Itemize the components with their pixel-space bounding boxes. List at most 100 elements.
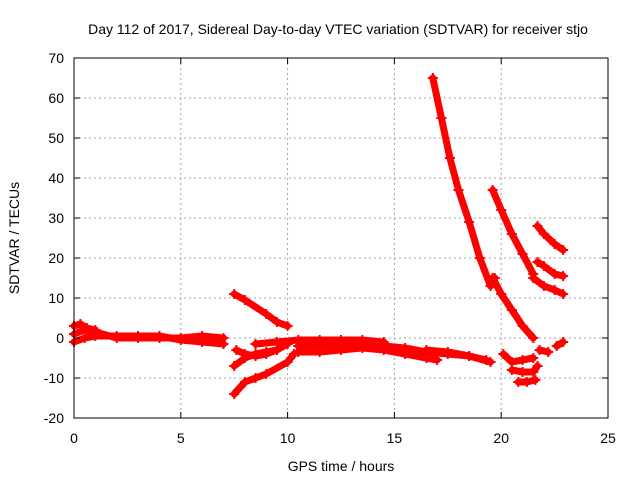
data-point-marker xyxy=(532,361,543,371)
data-point-marker xyxy=(261,369,272,379)
data-point-marker xyxy=(218,339,229,349)
data-point-marker xyxy=(532,257,543,267)
data-point-marker xyxy=(496,205,507,215)
y-tick-label: 30 xyxy=(48,210,64,226)
data-point-marker xyxy=(517,367,528,377)
data-point-marker xyxy=(400,349,411,359)
data-point-marker xyxy=(250,349,261,359)
data-point-marker xyxy=(549,269,560,279)
data-point-marker xyxy=(436,113,447,123)
data-point-marker xyxy=(558,289,569,299)
data-point-marker xyxy=(517,249,528,259)
axis-ticks: 0 5 10 15 20 25 -20 -10 0 10 20 30 40 50 60 70 xyxy=(44,50,616,446)
data-point-marker xyxy=(506,229,517,239)
series-arc-15 xyxy=(529,274,567,298)
data-point-marker xyxy=(239,353,250,363)
data-point-marker xyxy=(79,333,90,343)
series-arc-12 xyxy=(429,74,499,290)
data-point-marker xyxy=(517,355,528,365)
data-point-marker xyxy=(271,317,282,327)
y-tick-label: 0 xyxy=(56,330,64,346)
data-point-marker xyxy=(231,345,242,355)
chart-title: Day 112 of 2017, Sidereal Day-to-day VTE… xyxy=(88,21,588,37)
data-point-marker xyxy=(506,365,517,375)
data-point-marker xyxy=(282,357,293,367)
data-point-marker xyxy=(133,331,144,341)
y-tick-label: 70 xyxy=(48,50,64,66)
data-point-marker xyxy=(498,349,509,359)
data-point-marker xyxy=(538,229,549,239)
data-series xyxy=(69,73,569,399)
data-point-marker xyxy=(464,351,475,361)
data-point-marker xyxy=(90,325,101,335)
data-point-marker xyxy=(197,337,208,347)
series-arc-7 xyxy=(230,350,298,398)
data-point-marker xyxy=(551,341,562,351)
x-tick-label: 10 xyxy=(280,430,296,446)
data-point-marker xyxy=(464,217,475,227)
data-point-marker xyxy=(521,377,532,387)
data-point-marker xyxy=(549,239,560,249)
series-arc-13 xyxy=(489,274,537,342)
data-point-marker xyxy=(453,185,464,195)
series-arc-18 xyxy=(499,350,537,366)
data-point-marker xyxy=(378,345,389,355)
y-tick-label: 40 xyxy=(48,170,64,186)
data-point-marker xyxy=(229,389,240,399)
data-point-marker xyxy=(175,335,186,345)
data-point-marker xyxy=(543,347,554,357)
plot-frame xyxy=(73,57,609,419)
data-point-marker xyxy=(250,373,261,383)
data-point-marker xyxy=(250,339,261,349)
data-point-marker xyxy=(432,355,443,365)
data-point-marker xyxy=(558,245,569,255)
data-point-marker xyxy=(271,337,282,347)
y-tick-label: -10 xyxy=(44,370,64,386)
data-point-marker xyxy=(474,253,485,263)
grid-lines xyxy=(74,58,608,418)
x-tick-label: 15 xyxy=(387,430,403,446)
data-point-marker xyxy=(534,345,545,355)
data-point-marker xyxy=(558,337,569,347)
data-point-marker xyxy=(513,377,524,387)
data-point-marker xyxy=(558,271,569,281)
y-tick-label: 20 xyxy=(48,250,64,266)
data-point-marker xyxy=(261,309,272,319)
data-point-marker xyxy=(81,323,92,333)
data-point-marker xyxy=(282,321,293,331)
series-arc-16 xyxy=(534,222,567,254)
data-point-marker xyxy=(487,273,498,283)
series-arc-11 xyxy=(422,346,494,366)
data-point-marker xyxy=(75,319,86,329)
data-point-marker xyxy=(485,357,496,367)
x-tick-label: 0 xyxy=(70,430,78,446)
x-tick-label: 25 xyxy=(600,430,616,446)
data-point-marker xyxy=(532,221,543,231)
data-point-marker xyxy=(528,333,539,343)
x-tick-label: 5 xyxy=(177,430,185,446)
data-point-marker xyxy=(239,377,250,387)
data-point-marker xyxy=(293,347,304,357)
y-tick-label: 50 xyxy=(48,130,64,146)
data-point-marker xyxy=(538,281,549,291)
data-point-marker xyxy=(528,353,539,363)
data-point-marker xyxy=(421,345,432,355)
y-axis-label: SDTVAR / TECUs xyxy=(6,182,22,294)
data-point-marker xyxy=(111,331,122,341)
data-point-marker xyxy=(154,331,165,341)
data-point-marker xyxy=(261,347,272,357)
data-point-marker xyxy=(336,345,346,355)
data-point-marker xyxy=(506,305,517,315)
y-tick-label: -20 xyxy=(44,410,64,426)
y-tick-label: 10 xyxy=(48,290,64,306)
data-point-marker xyxy=(517,321,528,331)
data-point-marker xyxy=(496,289,507,299)
data-point-marker xyxy=(229,289,240,299)
data-point-marker xyxy=(487,185,498,195)
data-point-marker xyxy=(528,273,539,283)
data-point-marker xyxy=(314,347,325,357)
data-point-marker xyxy=(530,375,541,385)
data-point-marker xyxy=(239,295,250,305)
y-tick-label: 60 xyxy=(48,90,64,106)
